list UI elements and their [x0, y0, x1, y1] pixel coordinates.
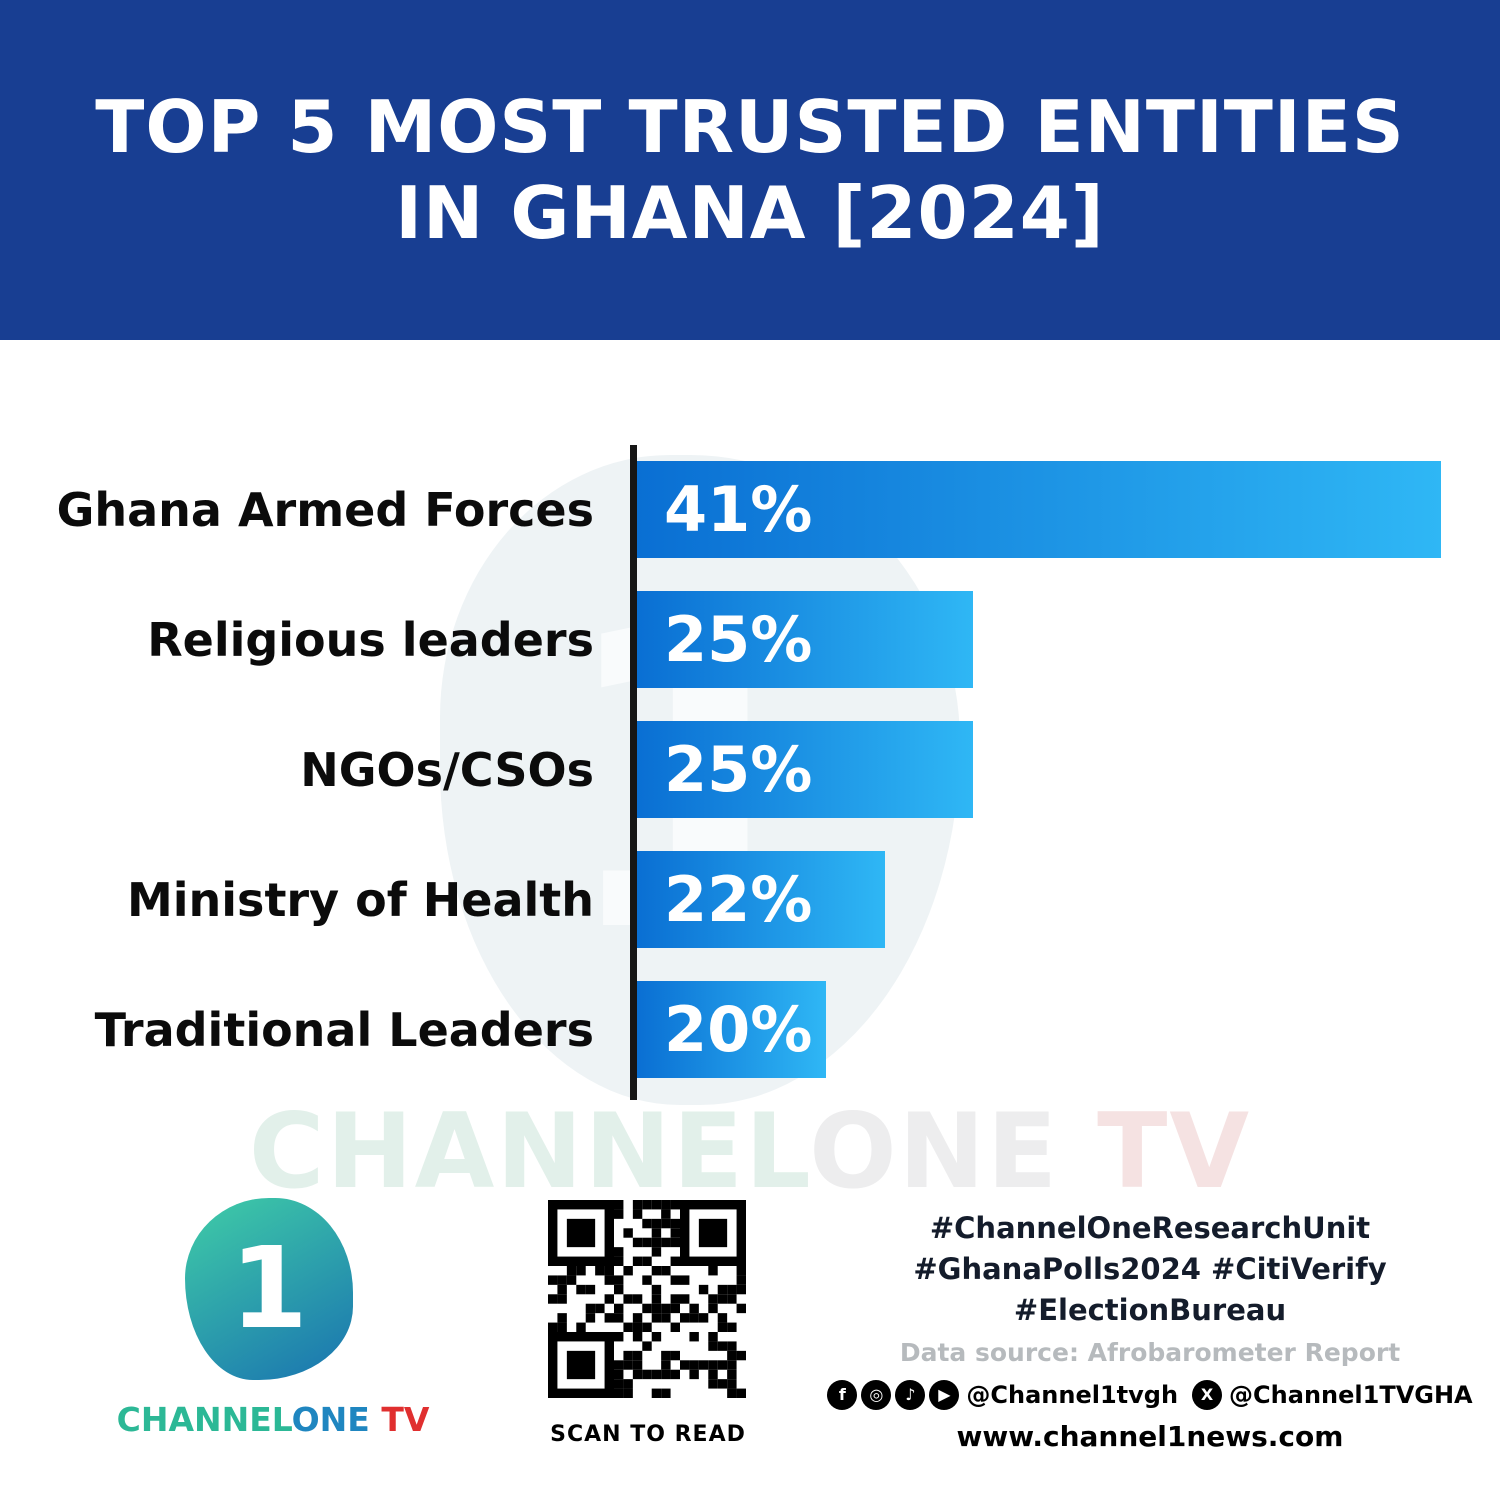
- facebook-icon: f: [827, 1380, 858, 1410]
- bar: 41%: [637, 461, 1441, 558]
- social-handle-1: @Channel1tvgh: [966, 1381, 1179, 1409]
- brand-channel-text: CHANNEL: [116, 1400, 292, 1439]
- bar-category-label: NGOs/CSOs: [300, 742, 594, 797]
- page-title-line1: TOP 5 MOST TRUSTED ENTITIES: [95, 84, 1405, 169]
- chart-row: Religious leaders 25%: [0, 591, 1500, 688]
- bar-category-label: Ghana Armed Forces: [56, 482, 594, 537]
- bar-value-label: 41%: [664, 473, 813, 546]
- watermark-part2: ONE: [809, 1092, 1060, 1212]
- bar: 22%: [637, 851, 885, 948]
- watermark-part3: TV: [1059, 1092, 1252, 1212]
- chart-axis-line: [630, 445, 637, 1100]
- data-source-text: Data source: Afrobarometer Report: [899, 1338, 1401, 1367]
- hashtag-line-3: #ElectionBureau: [1013, 1293, 1287, 1328]
- brand-tv-text: TV: [369, 1400, 430, 1439]
- chart-row: Traditional Leaders 20%: [0, 981, 1500, 1078]
- bar-category-label: Ministry of Health: [127, 872, 594, 927]
- hashtag-line-2: #GhanaPolls2024 #CitiVerify: [913, 1252, 1387, 1287]
- bar-value-label: 20%: [664, 993, 813, 1066]
- brand-one-text: ONE: [291, 1400, 370, 1439]
- watermark-part1: CHANNEL: [248, 1092, 810, 1212]
- bar-category-label: Religious leaders: [147, 612, 594, 667]
- website-url: www.channel1news.com: [956, 1420, 1344, 1453]
- x-icon: X: [1192, 1380, 1223, 1410]
- chart-row: Ministry of Health 22%: [0, 851, 1500, 948]
- logo-number-one: 1: [230, 1224, 308, 1354]
- brand-wordmark: CHANNELONE TV: [108, 1400, 438, 1439]
- channel-one-tv-watermark: CHANNELONE TV: [0, 1092, 1500, 1212]
- bar-category-label: Traditional Leaders: [94, 1002, 594, 1057]
- bar: 20%: [637, 981, 826, 1078]
- social-icons-left: f ◎ ♪ ▶: [827, 1380, 960, 1410]
- channel-one-logo: 1: [185, 1198, 353, 1380]
- chart-rows: Ghana Armed Forces 41% Religious leaders 25…: [0, 461, 1500, 1078]
- bar-value-label: 22%: [664, 863, 813, 936]
- bar-chart: Ghana Armed Forces 41% Religious leaders 25…: [0, 445, 1500, 1105]
- bar: 25%: [637, 721, 973, 818]
- qr-caption: SCAN TO READ: [550, 1422, 746, 1447]
- social-row: f ◎ ♪ ▶ @Channel1tvgh X @Channel1TVGHA: [827, 1380, 1473, 1410]
- bar-value-label: 25%: [664, 603, 813, 676]
- hashtag-line-1: #ChannelOneResearchUnit: [929, 1211, 1371, 1245]
- bar: 25%: [637, 591, 973, 688]
- youtube-icon: ▶: [929, 1380, 960, 1410]
- hashtags-block: #ChannelOneResearchUnit #GhanaPolls2024 …: [870, 1208, 1430, 1332]
- qr-code-pattern: [548, 1200, 746, 1398]
- social-handle-2: @Channel1TVGHA: [1229, 1381, 1473, 1409]
- bar-value-label: 25%: [664, 733, 813, 806]
- chart-row: Ghana Armed Forces 41%: [0, 461, 1500, 558]
- tiktok-icon: ♪: [895, 1380, 926, 1410]
- qr-code: [548, 1200, 746, 1398]
- page-title-line2: IN GHANA [2024]: [395, 171, 1105, 255]
- header-banner: TOP 5 MOST TRUSTED ENTITIES IN GHANA [20…: [0, 0, 1500, 340]
- chart-row: NGOs/CSOs 25%: [0, 721, 1500, 818]
- instagram-icon: ◎: [861, 1380, 892, 1410]
